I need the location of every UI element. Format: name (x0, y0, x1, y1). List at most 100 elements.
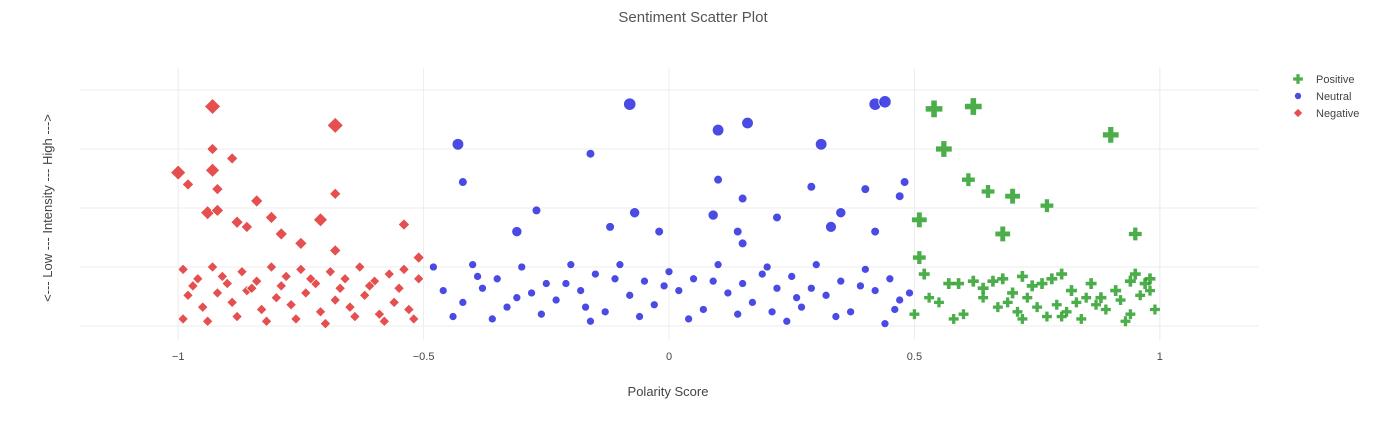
negative-point (397, 218, 411, 231)
negative-point (206, 142, 219, 156)
neutral-point (811, 260, 821, 270)
neutral-point (458, 177, 468, 187)
positive-point (1040, 199, 1054, 213)
negative-point (329, 294, 342, 306)
x-axis-ticks: −1 −0.5 0 0.5 1 (172, 351, 1163, 363)
negative-point (191, 272, 204, 285)
neutral-point (698, 305, 708, 314)
negative-point (201, 315, 214, 328)
neutral-point (674, 286, 684, 296)
negative-point (177, 263, 189, 276)
neutral-point (846, 307, 856, 317)
legend-label: Neutral (1316, 91, 1351, 103)
neutral-point (713, 260, 723, 270)
neutral-point (870, 226, 880, 237)
legend-item-neutral[interactable]: Neutral (1294, 91, 1351, 103)
negative-point (210, 203, 225, 218)
neutral-point (605, 222, 615, 232)
legend-item-negative[interactable]: Negative (1292, 107, 1359, 120)
negative-point (334, 282, 346, 295)
positive-point (909, 309, 920, 320)
negative-point (294, 236, 308, 251)
neutral-point (512, 293, 522, 303)
neutral-point (814, 138, 828, 151)
positive-point (1026, 280, 1038, 292)
positive-point (992, 302, 1003, 313)
negative-point (358, 289, 371, 302)
positive-point (1046, 273, 1058, 285)
positive-point (1139, 278, 1151, 289)
negative-point (211, 182, 224, 196)
positive-point (943, 278, 955, 289)
positive-point (912, 251, 926, 264)
positive-point (953, 278, 965, 289)
neutral-point (468, 260, 478, 270)
positive-point (1005, 188, 1020, 204)
negative-point (260, 315, 273, 328)
negative-point (211, 287, 224, 299)
positive-point (1061, 306, 1072, 317)
legend-marker (1294, 92, 1303, 101)
neutral-point (806, 181, 817, 192)
neutral-point (576, 286, 586, 296)
negative-series (170, 97, 425, 330)
negative-point (249, 194, 264, 208)
neutral-point (458, 297, 468, 307)
positive-point (1022, 292, 1033, 303)
negative-point (245, 282, 258, 295)
neutral-point (860, 264, 870, 274)
neutral-point (531, 205, 542, 216)
positive-point (1032, 302, 1043, 313)
neutral-point (473, 271, 483, 281)
positive-point (995, 226, 1011, 242)
neutral-point (451, 138, 465, 151)
negative-point (339, 272, 351, 285)
negative-point (295, 263, 307, 276)
positive-point (925, 100, 943, 118)
neutral-point (741, 116, 754, 130)
chart-title: Sentiment Scatter Plot (618, 9, 768, 26)
positive-point (1066, 285, 1077, 297)
negative-point (285, 298, 297, 311)
positive-point (987, 275, 999, 287)
negative-point (412, 251, 425, 264)
negative-point (216, 270, 229, 283)
negative-point (326, 116, 344, 135)
negative-point (182, 289, 194, 302)
neutral-point (551, 295, 561, 305)
positive-point (1056, 268, 1068, 280)
neutral-point (640, 276, 649, 286)
neutral-point (707, 209, 719, 221)
legend-label: Positive (1316, 74, 1355, 86)
negative-point (226, 296, 238, 309)
legend[interactable]: Positive Neutral Negative (1292, 74, 1359, 120)
neutral-point (835, 207, 847, 219)
neutral-point (890, 305, 900, 314)
positive-point (924, 292, 935, 303)
negative-point (280, 270, 292, 283)
negative-point (324, 265, 337, 278)
positive-point (1095, 292, 1107, 304)
positive-point (978, 292, 989, 303)
legend-marker (1293, 74, 1303, 84)
neutral-point (615, 260, 625, 270)
negative-point (177, 313, 189, 325)
negative-point (203, 97, 222, 116)
neutral-point (502, 302, 512, 312)
neutral-point (772, 283, 782, 293)
negative-point (344, 301, 356, 313)
neutral-point (561, 279, 571, 288)
neutral-point (438, 286, 448, 296)
negative-point (170, 164, 187, 181)
positive-point (1085, 278, 1097, 289)
neutral-point (733, 309, 743, 319)
positive-point (1110, 285, 1122, 297)
negative-point (328, 187, 342, 201)
negative-point (274, 227, 288, 241)
positive-point (933, 297, 944, 308)
data-marks (170, 95, 1160, 330)
x-tick-label: 0 (666, 351, 672, 363)
legend-item-positive[interactable]: Positive (1293, 74, 1355, 86)
neutral-point (654, 226, 664, 237)
neutral-point (905, 288, 914, 298)
